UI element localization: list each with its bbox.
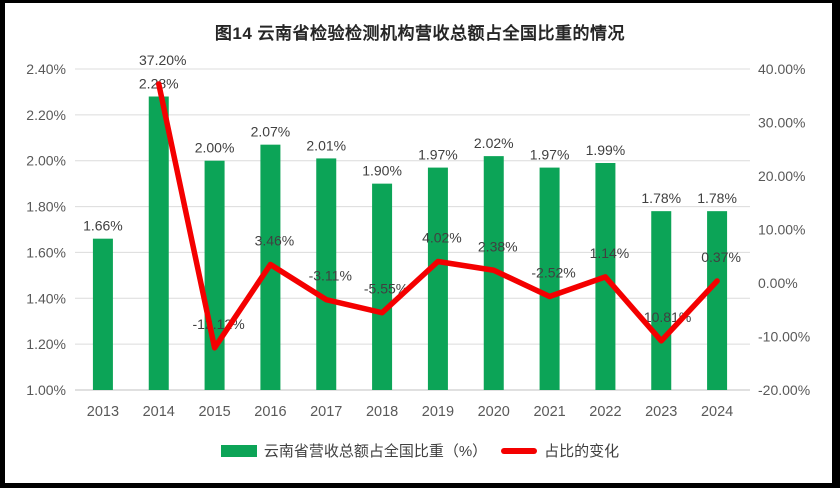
bar [204,160,225,390]
frame-border-left [0,0,5,488]
line-data-label: 3.46% [255,232,295,248]
line-data-label: 4.02% [422,229,462,245]
bar-data-label: 1.78% [641,190,681,206]
bar-data-label: 2.01% [306,137,346,153]
x-axis-category-label: 2024 [701,404,733,420]
bar-data-label: 2.02% [474,135,514,151]
line-data-label: 0.37% [701,249,741,265]
bar [316,158,337,390]
right-axis-tick-label: 20.00% [758,168,805,184]
line-data-label: 1.14% [590,245,630,261]
bar-data-label: 2.07% [251,124,291,140]
left-axis-tick-label: 2.00% [26,153,66,169]
bar [427,167,448,390]
bar-series-label: 云南省营收总额占全国比重（%） [263,443,488,460]
x-axis-category-label: 2017 [310,404,342,420]
bar-data-label: 1.78% [697,190,737,206]
x-axis-category-label: 2019 [422,404,454,420]
line-series-label: 占比的变化 [544,443,620,460]
right-axis-tick-label: 30.00% [758,115,805,131]
bar-data-label: 1.97% [530,147,570,163]
right-axis-tick-label: -10.00% [758,329,810,345]
bar [92,238,113,390]
x-axis-category-label: 2018 [366,404,398,420]
x-axis-category-label: 2020 [478,404,510,420]
left-axis-tick-label: 1.00% [26,382,66,398]
bar-data-label: 1.97% [418,147,458,163]
right-axis-tick-label: -20.00% [758,382,810,398]
bar-data-label: 1.66% [83,218,123,234]
bar [148,96,169,390]
right-axis-tick-label: 0.00% [758,275,798,291]
x-axis-category-label: 2013 [87,404,119,420]
x-axis-category-label: 2022 [589,404,621,420]
x-axis-category-label: 2015 [198,404,230,420]
bar-data-label: 2.00% [195,140,235,156]
line-series-swatch-icon [501,447,538,454]
left-axis-tick-label: 2.20% [26,107,66,123]
chart-title: 图14 云南省检验检测机构营收总额占全国比重的情况 [214,24,626,43]
right-axis-tick-label: 10.00% [758,222,805,238]
frame-border-top [0,0,840,3]
legend-item-line-series: 占比的变化 [501,440,619,461]
frame-border-right [832,0,840,488]
legend-item-bar-series: 云南省营收总额占全国比重（%） [220,440,488,461]
x-axis-category-label: 2014 [143,404,175,420]
line-data-label: -5.55% [364,281,408,297]
bar [651,211,672,390]
left-axis-tick-label: 1.20% [26,336,66,352]
x-axis-category-label: 2023 [645,404,677,420]
line-data-label: -3.11% [309,268,352,284]
x-axis-category-label: 2021 [533,404,565,420]
line-data-label: 2.38% [478,238,518,254]
frame-border-bottom [0,483,840,488]
left-axis-tick-label: 1.60% [26,244,66,260]
right-axis-tick-label: 40.00% [758,61,805,77]
bar [539,167,560,390]
bar-data-label: 1.99% [586,142,626,158]
bar [372,183,393,390]
line-data-label: 37.20% [139,52,186,68]
trend-line [156,81,720,351]
bar [707,211,728,390]
line-data-label: -2.52% [531,264,575,280]
left-axis-tick-label: 2.40% [26,61,66,77]
left-axis-tick-label: 1.40% [26,290,66,306]
bar-data-label: 1.90% [362,163,402,179]
left-axis-tick-label: 1.80% [26,199,66,215]
x-axis-category-label: 2016 [254,404,286,420]
bar-series-swatch-icon [220,444,257,457]
chart-legend: 云南省营收总额占全国比重（%） 占比的变化 [0,440,840,461]
